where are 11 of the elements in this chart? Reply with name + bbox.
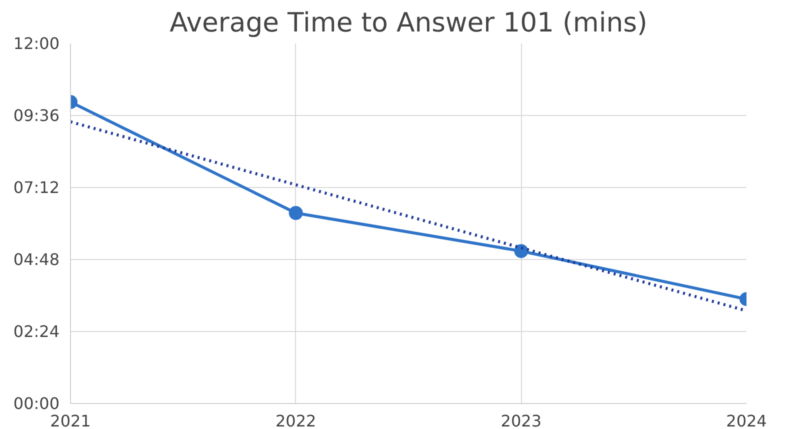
x-tick-label: 2021 [50,412,91,429]
y-tick-label: 07:12 [13,178,60,197]
y-tick-label: 02:24 [13,322,60,341]
y-tick-label: 12:00 [13,34,60,53]
x-tick-label: 2023 [500,412,542,429]
x-tick-label: 2022 [275,412,316,429]
x-tick-label: 2024 [726,412,767,429]
chart-title: Average Time to Answer 101 (mins) [170,8,648,38]
y-tick-label: 04:48 [13,250,60,269]
y-tick-label: 00:00 [13,394,60,413]
y-tick-label: 09:36 [13,106,60,125]
